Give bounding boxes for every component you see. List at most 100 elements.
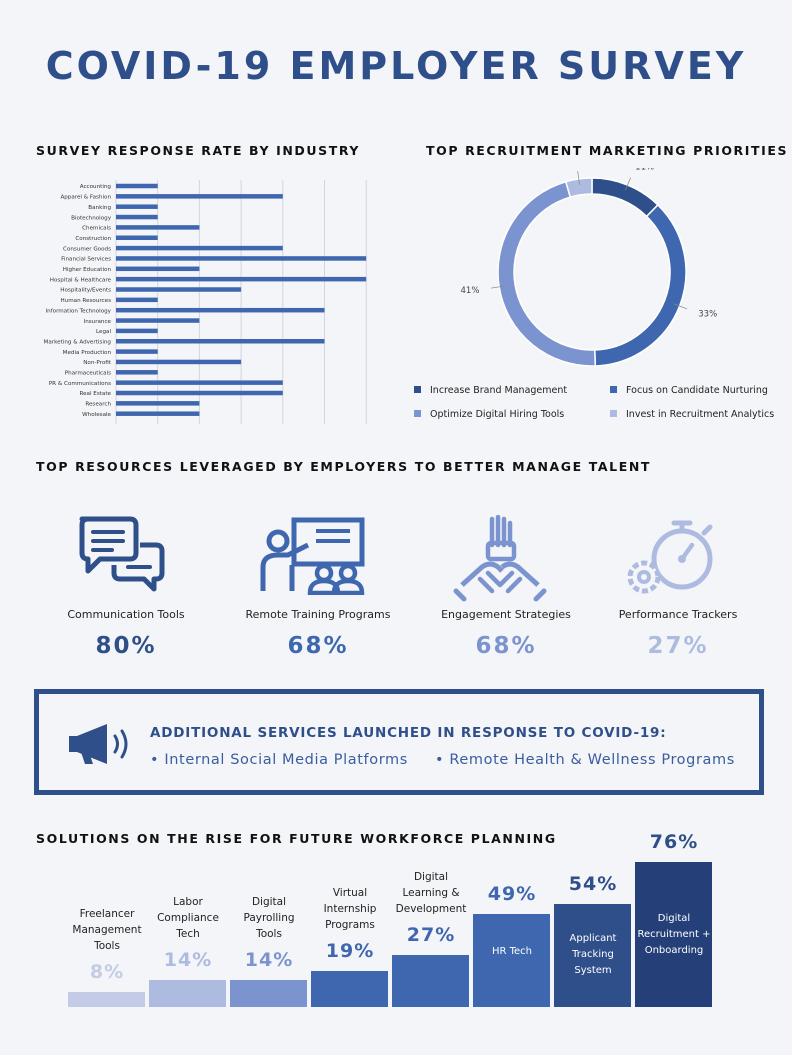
- resource-item: Communication Tools 80%: [36, 608, 216, 659]
- industry-bar-chart: Accounting Apparel & Fashion Banking Biotec…: [44, 180, 367, 425]
- industry-tick-label: Real Estate: [79, 391, 111, 397]
- industry-bar: [116, 390, 283, 396]
- solution-bar: [473, 913, 550, 1007]
- industry-bar: [116, 287, 242, 292]
- solution-label: HR Tech: [491, 946, 533, 958]
- industry-tick-label: Hospitality/Events: [60, 288, 111, 294]
- page-title: COVID-19 EMPLOYER SURVEY: [45, 44, 747, 88]
- solution-label: Virtual Internship Programs: [323, 886, 377, 931]
- resource-label: Communication Tools: [67, 608, 185, 621]
- solution-label: Freelancer Management Tools: [72, 907, 142, 952]
- donut-leader-line: [491, 285, 506, 289]
- industry-bar: [116, 318, 200, 323]
- legend-swatch: [414, 386, 421, 393]
- industry-bar: [116, 245, 283, 251]
- solution-label: Digital Learning & Development: [395, 871, 467, 916]
- solution-label: Digital Recruitment + Onboarding: [637, 912, 711, 956]
- donut-leader-line: [624, 177, 631, 191]
- industry-bar: [116, 204, 158, 209]
- industry-tick-label: Banking: [88, 205, 111, 211]
- donut-data-label: 41%: [461, 286, 480, 296]
- team-hands-icon: [453, 515, 547, 602]
- legend-label: Optimize Digital Hiring Tools: [430, 409, 564, 420]
- industry-tick-label: PR & Communications: [49, 381, 111, 387]
- megaphone-icon: [69, 724, 128, 764]
- industry-tick-label: Chemicals: [82, 226, 111, 232]
- solution-percent: 14%: [244, 949, 294, 972]
- resource-item: Performance Trackers 27%: [588, 608, 768, 659]
- industry-bar: [116, 256, 367, 261]
- solution-label: Applicant Tracking System: [569, 933, 617, 977]
- industry-tick-label: Financial Services: [61, 257, 111, 263]
- resource-percent: 68%: [287, 633, 349, 659]
- solution-bar: [230, 980, 307, 1007]
- solution-percent: 49%: [487, 882, 537, 905]
- solution-percent: 19%: [325, 939, 375, 962]
- solution-percent: 76%: [649, 831, 699, 853]
- industry-bar: [116, 307, 325, 313]
- additional-services-box: ADDITIONAL SERVICES LAUNCHED IN RESPONSE…: [34, 689, 764, 795]
- industry-tick-label: Pharmaceuticals: [65, 371, 111, 377]
- solution-bar: [149, 980, 226, 1007]
- industry-tick-label: Accounting: [80, 184, 112, 190]
- solution-label: Digital Payrolling Tools: [243, 896, 295, 941]
- resource-label: Remote Training Programs: [245, 608, 391, 621]
- additional-services-heading: ADDITIONAL SERVICES LAUNCHED IN RESPONSE…: [150, 725, 667, 741]
- resource-item: Remote Training Programs 68%: [228, 608, 408, 659]
- donut-data-label: 33%: [698, 309, 717, 319]
- industry-tick-label: Higher Education: [63, 267, 112, 273]
- resource-percent: 80%: [95, 633, 157, 659]
- chat-bubbles-icon: [79, 516, 165, 592]
- industry-tick-label: Legal: [96, 329, 111, 335]
- industry-chart-heading: SURVEY RESPONSE RATE BY INDUSTRY: [36, 143, 361, 158]
- resource-label: Engagement Strategies: [441, 608, 571, 621]
- industry-bar: [116, 266, 200, 272]
- legend-label: Invest in Recruitment Analytics: [626, 409, 774, 420]
- industry-bar: [116, 235, 158, 240]
- industry-bar: [116, 370, 158, 375]
- industry-bar: [116, 401, 200, 406]
- solution-bar: [68, 991, 145, 1007]
- industry-tick-label: Media Production: [63, 350, 112, 356]
- industry-tick-label: Consumer Goods: [63, 246, 111, 252]
- service-item: • Remote Health & Wellness Programs: [435, 752, 735, 768]
- industry-bar: [116, 359, 242, 365]
- industry-tick-label: Research: [85, 402, 111, 408]
- stopwatch-gear-icon: [627, 520, 713, 594]
- resource-label: Performance Trackers: [618, 608, 738, 621]
- legend-label: Focus on Candidate Nurturing: [626, 385, 768, 396]
- solutions-heading: SOLUTIONS ON THE RISE FOR FUTURE WORKFOR…: [36, 831, 557, 846]
- industry-bar: [116, 276, 367, 282]
- industry-tick-label: Non-Profit: [83, 360, 112, 366]
- industry-tick-label: Biotechnology: [71, 215, 112, 221]
- resource-item: Engagement Strategies 68%: [416, 608, 596, 659]
- solution-bar: [635, 862, 712, 1007]
- donut-leader-line: [673, 303, 688, 310]
- industry-bar: [116, 183, 158, 189]
- priorities-donut-chart: 11%33%41%4%Increase Brand ManagementFocu…: [414, 168, 774, 420]
- donut-slice: [564, 177, 593, 199]
- legend-swatch: [414, 410, 421, 417]
- industry-tick-label: Hospital & Healthcare: [50, 277, 112, 283]
- solution-bar: [554, 903, 631, 1007]
- industry-bar: [116, 328, 158, 334]
- donut-slice: [497, 180, 597, 367]
- industry-tick-label: Apparel & Fashion: [60, 195, 111, 201]
- industry-tick-label: Construction: [75, 236, 111, 242]
- presentation-training-icon: [260, 517, 365, 595]
- legend-label: Increase Brand Management: [430, 385, 567, 396]
- industry-bar: [116, 411, 200, 416]
- legend-swatch: [610, 386, 617, 393]
- industry-tick-label: Human Resources: [60, 298, 111, 304]
- industry-bar: [116, 339, 325, 344]
- solution-label: Labor Compliance Tech: [157, 896, 219, 941]
- solution-percent: 14%: [163, 949, 213, 972]
- industry-bar: [116, 297, 158, 303]
- legend-swatch: [610, 410, 617, 417]
- donut-leader-line: [577, 170, 580, 185]
- industry-bar: [116, 380, 283, 385]
- donut-slice: [591, 177, 659, 218]
- industry-tick-label: Wholesale: [82, 412, 111, 418]
- industry-tick-label: Marketing & Advertising: [44, 339, 112, 345]
- solution-percent: 54%: [568, 872, 618, 895]
